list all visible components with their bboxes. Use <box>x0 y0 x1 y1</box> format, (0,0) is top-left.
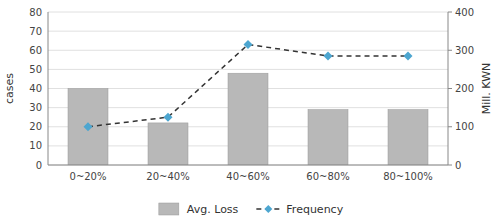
legend-label: Frequency <box>286 203 343 216</box>
y2-tick <box>448 50 452 51</box>
legend-label: Avg. Loss <box>187 203 239 216</box>
grid-line <box>48 69 448 70</box>
marker <box>324 51 333 60</box>
y2-tick-label: 400 <box>455 7 474 18</box>
marker <box>164 113 173 122</box>
x-tick-label: 80~100% <box>383 171 433 182</box>
y2-tick-label: 0 <box>455 160 461 171</box>
line <box>88 45 408 127</box>
y2-tick-label: 100 <box>455 121 474 132</box>
y2-tick <box>448 126 452 127</box>
y-tick-label: 10 <box>29 140 42 151</box>
x-tick-label: 60~80% <box>306 171 349 182</box>
chart: 0 10 20 30 40 50 60 70 80 0 100 200 300 400 0~20% 20~40… <box>0 0 500 223</box>
y-tick-label: 60 <box>29 45 42 56</box>
y2-tick-label: 300 <box>455 45 474 56</box>
x-tick-label: 40~60% <box>226 171 269 182</box>
y-tick-label: 0 <box>36 160 42 171</box>
x-tick-label: 0~20% <box>70 171 107 182</box>
grid <box>48 12 448 165</box>
legend-item: Frequency <box>256 203 343 216</box>
y2-axis-label: Mill. KWN <box>480 63 493 115</box>
marker <box>244 40 253 49</box>
x-axis <box>48 165 448 166</box>
legend-marker <box>264 205 272 213</box>
grid-line <box>48 50 448 51</box>
y-axis <box>48 12 49 165</box>
bar <box>308 110 348 165</box>
y-tick-label: 40 <box>29 83 42 94</box>
marks <box>68 40 428 165</box>
bar <box>148 123 188 165</box>
grid-line <box>48 165 448 166</box>
legend-item: Avg. Loss <box>159 203 239 216</box>
x-tick-label: 20~40% <box>146 171 189 182</box>
marker <box>84 122 93 131</box>
y2-tick <box>448 165 452 166</box>
y-tick-label: 80 <box>29 7 42 18</box>
legend-swatch <box>159 203 179 215</box>
y2-tick-label: 200 <box>455 83 474 94</box>
y2-tick <box>448 12 452 13</box>
y2-axis <box>448 12 449 165</box>
y-axis-label: cases <box>3 73 16 104</box>
y-tick-label: 50 <box>29 64 42 75</box>
y2-tick <box>448 88 452 89</box>
y-tick-label: 20 <box>29 121 42 132</box>
bar <box>388 110 428 165</box>
y-tick-label: 30 <box>29 102 42 113</box>
marker <box>404 51 413 60</box>
grid-line <box>48 12 448 13</box>
y-tick-label: 70 <box>29 26 42 37</box>
legend: Avg. Loss Frequency <box>159 203 344 216</box>
grid-line <box>48 31 448 32</box>
bar <box>68 89 108 166</box>
bar <box>228 73 268 165</box>
